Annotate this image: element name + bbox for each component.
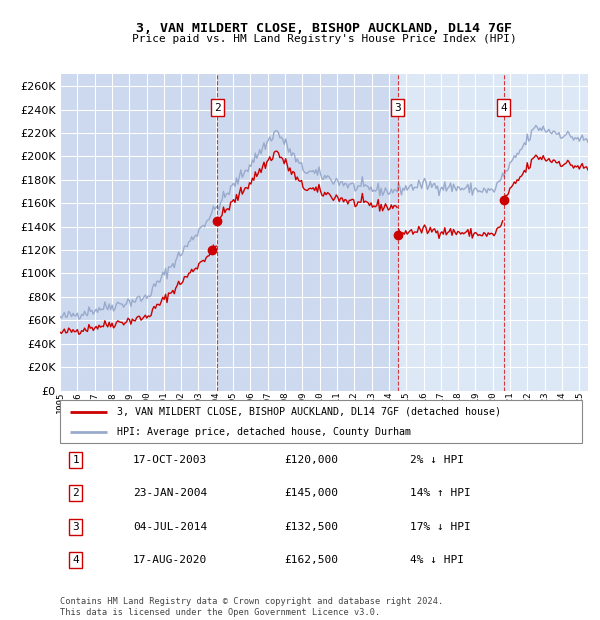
Text: 17-OCT-2003: 17-OCT-2003 (133, 454, 208, 465)
Text: 4: 4 (72, 556, 79, 565)
Text: Contains HM Land Registry data © Crown copyright and database right 2024.
This d: Contains HM Land Registry data © Crown c… (60, 598, 443, 617)
Text: 3: 3 (394, 102, 401, 113)
Text: 3, VAN MILDERT CLOSE, BISHOP AUCKLAND, DL14 7GF (detached house): 3, VAN MILDERT CLOSE, BISHOP AUCKLAND, D… (118, 407, 502, 417)
Text: 2: 2 (214, 102, 220, 113)
Text: £145,000: £145,000 (284, 488, 338, 498)
Text: 4% ↓ HPI: 4% ↓ HPI (410, 556, 464, 565)
Text: 17-AUG-2020: 17-AUG-2020 (133, 556, 208, 565)
Text: £132,500: £132,500 (284, 521, 338, 532)
Text: 17% ↓ HPI: 17% ↓ HPI (410, 521, 470, 532)
Text: 1: 1 (72, 454, 79, 465)
Text: 23-JAN-2004: 23-JAN-2004 (133, 488, 208, 498)
Text: £162,500: £162,500 (284, 556, 338, 565)
Text: £120,000: £120,000 (284, 454, 338, 465)
Text: 3: 3 (72, 521, 79, 532)
Text: 4: 4 (500, 102, 507, 113)
Text: 14% ↑ HPI: 14% ↑ HPI (410, 488, 470, 498)
Text: 04-JUL-2014: 04-JUL-2014 (133, 521, 208, 532)
Text: Price paid vs. HM Land Registry's House Price Index (HPI): Price paid vs. HM Land Registry's House … (131, 34, 517, 44)
Bar (398, 74, 588, 391)
FancyBboxPatch shape (60, 400, 582, 443)
Text: 2% ↓ HPI: 2% ↓ HPI (410, 454, 464, 465)
Text: 3, VAN MILDERT CLOSE, BISHOP AUCKLAND, DL14 7GF: 3, VAN MILDERT CLOSE, BISHOP AUCKLAND, D… (136, 22, 512, 35)
Text: HPI: Average price, detached house, County Durham: HPI: Average price, detached house, Coun… (118, 427, 412, 436)
Text: 2: 2 (72, 488, 79, 498)
